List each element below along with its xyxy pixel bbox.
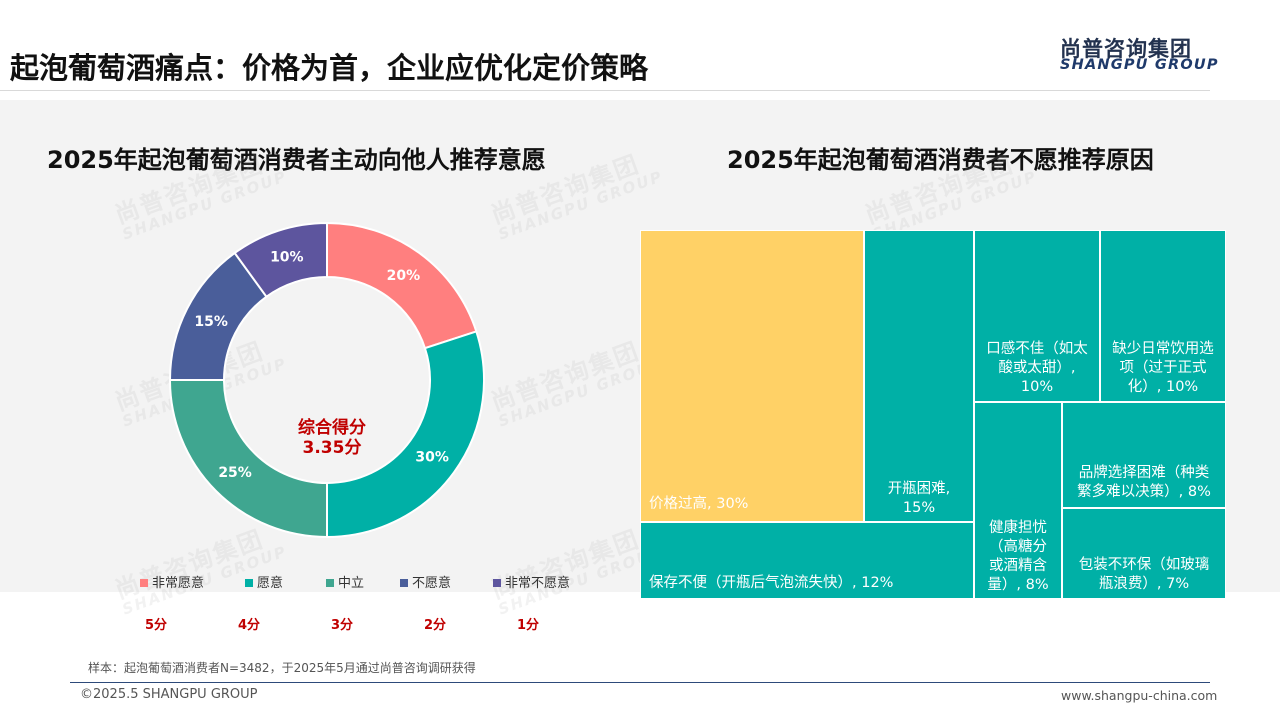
website: www.shangpu-china.com [1061, 688, 1218, 703]
legend-swatch [493, 578, 501, 587]
legend-label: 非常愿意 [152, 576, 205, 591]
legend-swatch [326, 578, 334, 587]
donut-slice-label: 10% [270, 249, 304, 265]
legend-label: 非常不愿意 [505, 576, 571, 591]
donut-slice-1 [326, 221, 478, 350]
donut-slice-2 [326, 330, 485, 539]
page-title: 起泡葡萄酒痛点：价格为首，企业应优化定价策略 [10, 51, 649, 85]
logo-cn: 尚普咨询集团 [1060, 37, 1192, 61]
treemap-label: 化）, 10% [1127, 379, 1199, 395]
treemap-chart-title: 2025年起泡葡萄酒消费者不愿推荐原因 [727, 146, 1154, 174]
treemap-cell-taste: 口感不佳（如太 酸或太甜）, 10% [974, 230, 1100, 402]
treemap-label: 保存不便（开瓶后气泡流失快）, 12% [649, 575, 894, 591]
legend-label: 愿意 [257, 576, 284, 591]
treemap-label: 开瓶困难, [887, 481, 951, 497]
donut-slice-label: 25% [218, 465, 252, 481]
legend-item: 非常愿意 [140, 572, 204, 591]
treemap-label: （高糖分 [989, 539, 1047, 555]
score-label: 4分 [238, 618, 261, 633]
treemap-label: 或酒精含 [989, 558, 1047, 574]
treemap-label: 繁多难以决策）, 8% [1077, 484, 1211, 500]
legend-swatch [400, 578, 408, 587]
treemap-label: 10% [1020, 379, 1054, 395]
treemap-label: 口感不佳（如太 [986, 341, 1088, 357]
donut-slice-5 [233, 221, 328, 299]
legend-swatch [245, 578, 253, 587]
donut-slice-label: 30% [415, 449, 449, 465]
treemap-label: 包装不环保（如玻璃 [1078, 557, 1210, 573]
logo-en: SHANGPU GROUP [1060, 57, 1219, 73]
legend-item: 中立 [326, 572, 364, 591]
treemap-label: 瓶浪费）, 7% [1098, 576, 1190, 592]
sample-note: 样本：起泡葡萄酒消费者N=3482，于2025年5月通过尚普咨询调研获得 [88, 661, 476, 675]
treemap-cell-open: 开瓶困难, 15% [864, 230, 974, 522]
composite-score-label: 综合得分 [298, 418, 366, 438]
footer-divider [70, 682, 1210, 683]
treemap-cell-store: 保存不便（开瓶后气泡流失快）, 12% [640, 522, 974, 599]
legend-item: 非常不愿意 [493, 572, 570, 591]
score-label: 2分 [424, 618, 447, 633]
legend-swatch [140, 578, 148, 587]
composite-score: 综合得分 3.35分 [282, 418, 382, 458]
score-label: 3分 [331, 618, 354, 633]
legend-label: 中立 [338, 576, 365, 591]
treemap-cell-health: 健康担忧 （高糖分 或酒精含 量）, 8% [974, 402, 1062, 599]
treemap-label: 项（过于正式 [1119, 360, 1207, 376]
treemap-cell-brand: 品牌选择困难（种类 繁多难以决策）, 8% [1062, 402, 1226, 508]
treemap-cell-pack: 包装不环保（如玻璃 瓶浪费）, 7% [1062, 508, 1226, 599]
treemap-label: 价格过高, 30% [649, 496, 749, 512]
donut-chart-title: 2025年起泡葡萄酒消费者主动向他人推荐意愿 [47, 146, 546, 174]
composite-score-value: 3.35分 [302, 438, 362, 458]
legend-label: 不愿意 [412, 576, 452, 591]
treemap-cell-daily: 缺少日常饮用选 项（过于正式 化）, 10% [1100, 230, 1226, 402]
treemap-label: 酸或太甜）, [998, 360, 1076, 376]
donut-slice-label: 20% [387, 268, 421, 284]
score-label: 1分 [517, 618, 540, 633]
treemap-cell-price: 价格过高, 30% [640, 230, 864, 522]
donut-legend: 非常愿意 愿意 中立 不愿意 非常不愿意 [140, 572, 600, 592]
treemap-label: 品牌选择困难（种类 [1078, 465, 1210, 481]
treemap-label: 15% [902, 500, 936, 516]
copyright: ©2025.5 SHANGPU GROUP [80, 687, 258, 702]
legend-item: 愿意 [245, 572, 283, 591]
donut-slice-label: 15% [194, 314, 228, 330]
treemap-label: 量）, 8% [987, 577, 1049, 593]
treemap-label: 健康担忧 [989, 520, 1047, 536]
donut-slice-3 [168, 379, 328, 539]
legend-item: 不愿意 [400, 572, 451, 591]
score-label: 5分 [145, 618, 168, 633]
header-divider [0, 90, 1210, 91]
treemap-label: 缺少日常饮用选 [1112, 341, 1214, 357]
donut-chart: 20% 30% 25% 15% 10% [168, 221, 485, 539]
